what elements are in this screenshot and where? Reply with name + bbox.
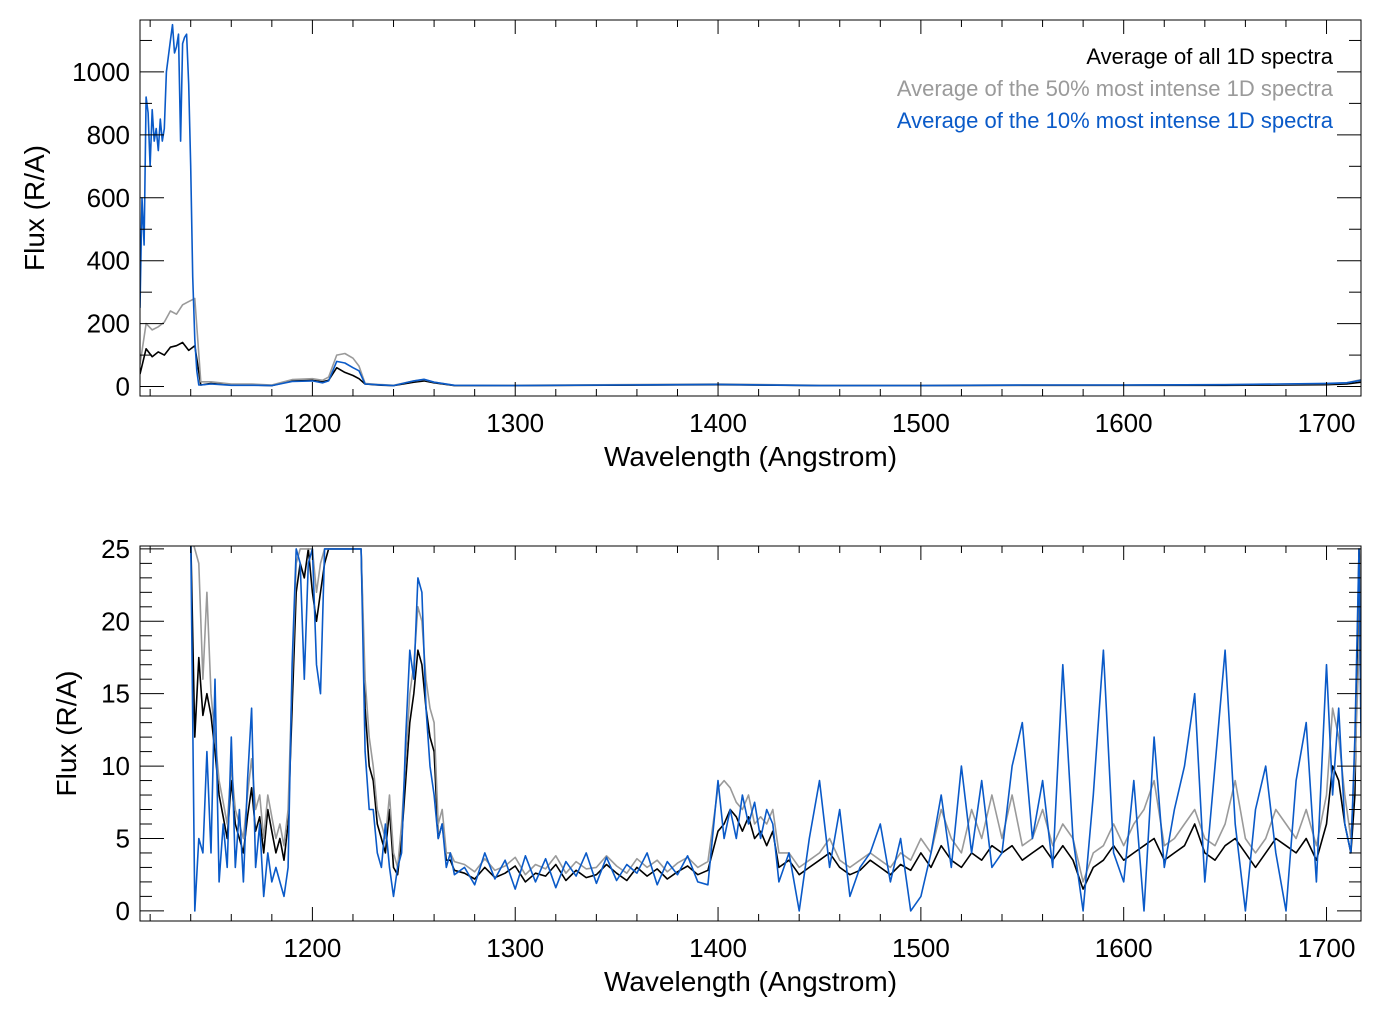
bottom-panel-ytick-labels: 0 5 10 15 20 25 [101, 534, 130, 926]
top-panel-xtick-labels: 1200 1300 1400 1500 1600 1700 [283, 408, 1355, 438]
x-tick-label: 1600 [1095, 408, 1153, 438]
x-tick-label: 1400 [689, 933, 747, 963]
x-tick-label: 1300 [486, 408, 544, 438]
legend-entry-10pct: Average of the 10% most intense 1D spect… [897, 108, 1334, 133]
y-tick-label: 400 [87, 246, 130, 276]
top-panel-y-axis-label: Flux (R/A) [19, 145, 50, 271]
top-panel: 1200 1300 1400 1500 1600 1700 0 200 400 600 800 10… [19, 19, 1362, 472]
series-line-3 [190, 546, 1361, 912]
series-line-2 [193, 546, 1361, 883]
x-tick-label: 1200 [283, 408, 341, 438]
bottom-panel-y-axis-label: Flux (R/A) [51, 671, 82, 797]
legend-entry-all: Average of all 1D spectra [1086, 44, 1333, 69]
x-tick-label: 1500 [892, 933, 950, 963]
top-panel-ytick-labels: 0 200 400 600 800 1000 [72, 57, 130, 402]
y-tick-label: 600 [87, 183, 130, 213]
x-tick-label: 1700 [1298, 408, 1356, 438]
x-tick-label: 1400 [689, 408, 747, 438]
bottom-panel: 1200 1300 1400 1500 1600 1700 0 5 10 15 20 25 Wave… [51, 534, 1362, 997]
y-tick-label: 1000 [72, 57, 130, 87]
bottom-panel-ticks [140, 546, 1361, 921]
bottom-panel-x-axis-label: Wavelength (Angstrom) [604, 966, 897, 997]
legend: Average of all 1D spectra Average of the… [897, 44, 1334, 133]
top-panel-lines [140, 23, 1361, 387]
y-tick-label: 10 [101, 751, 130, 781]
x-tick-label: 1600 [1095, 933, 1153, 963]
x-tick-label: 1200 [283, 933, 341, 963]
bottom-panel-frame [139, 545, 1362, 922]
y-tick-label: 20 [101, 606, 130, 636]
y-tick-label: 800 [87, 120, 130, 150]
series-line-2 [140, 297, 1361, 387]
bottom-panel-xtick-labels: 1200 1300 1400 1500 1600 1700 [283, 933, 1355, 963]
series-line-3 [140, 23, 1361, 387]
bottom-panel-lines [190, 546, 1361, 912]
y-tick-label: 0 [116, 896, 130, 926]
y-tick-label: 25 [101, 534, 130, 564]
top-panel-frame [139, 19, 1362, 397]
y-tick-label: 0 [116, 372, 130, 402]
y-tick-label: 200 [87, 309, 130, 339]
top-panel-x-axis-label: Wavelength (Angstrom) [604, 441, 897, 472]
x-tick-label: 1300 [486, 933, 544, 963]
y-tick-label: 15 [101, 679, 130, 709]
x-tick-label: 1500 [892, 408, 950, 438]
x-tick-label: 1700 [1298, 933, 1356, 963]
y-tick-label: 5 [116, 823, 130, 853]
legend-entry-50pct: Average of the 50% most intense 1D spect… [897, 76, 1334, 101]
top-panel-ticks [140, 20, 1361, 396]
